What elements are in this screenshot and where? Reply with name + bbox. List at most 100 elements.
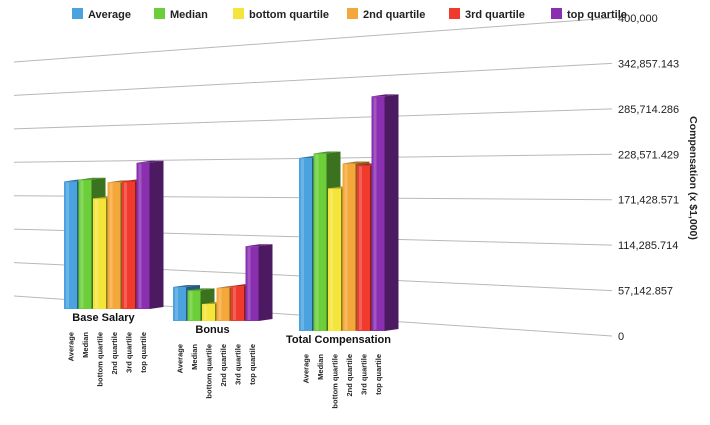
bar-series-label: 3rd quartile (234, 344, 243, 385)
legend-item: bottom quartile (233, 8, 329, 21)
bar-series-label: bottom quartile (96, 332, 105, 387)
bar-highlight (204, 305, 207, 320)
bar-front (216, 287, 230, 321)
legend-label: bottom quartile (249, 9, 329, 21)
bar-series-label: Average (67, 332, 76, 361)
bar-side (258, 244, 273, 321)
bar-series-label: top quartile (139, 332, 148, 373)
legend-swatch (347, 8, 358, 19)
bar-front (202, 304, 215, 321)
bar-top (78, 177, 106, 180)
bar-highlight (218, 288, 222, 320)
bars (64, 94, 399, 332)
bar-series-label: 2nd quartile (110, 332, 119, 375)
bar-top (313, 151, 341, 154)
bar-front (173, 287, 186, 321)
bar-series-label: Median (81, 332, 90, 358)
legend-swatch (449, 8, 460, 19)
legend-item: Median (154, 8, 208, 21)
bar-highlight (189, 291, 193, 320)
gridline (13, 108, 613, 130)
bar-side (384, 94, 399, 332)
bar-highlight (95, 199, 98, 308)
bar-top (187, 288, 215, 291)
y-tick-label: 285,714.286 (618, 104, 679, 116)
legend-label: Median (170, 9, 208, 21)
legend-label: 2nd quartile (363, 9, 425, 21)
bar-side (149, 160, 164, 309)
bar-front (245, 246, 259, 321)
legend-label: Average (88, 9, 131, 21)
bar-highlight (301, 159, 304, 330)
bar-series-label: Average (176, 344, 185, 373)
legend-item: 3rd quartile (449, 8, 525, 21)
legend-label: top quartile (567, 9, 627, 21)
bar-top (371, 94, 399, 97)
y-axis-ticks: 0 57,142.857 114,285.714 171,428.571 228,571… (618, 13, 679, 343)
bar-series-label: top quartile (248, 344, 257, 385)
bar-series-label: Median (316, 354, 325, 380)
legend-swatch (154, 8, 165, 19)
bar-highlight (175, 288, 178, 320)
legend-item: 2nd quartile (347, 8, 425, 21)
y-axis-title: Compensation (x $1,000) (687, 116, 699, 240)
bar-series-label: bottom quartile (205, 344, 214, 399)
legend-item: Average (72, 8, 131, 21)
bar-highlight (66, 182, 69, 308)
bar-series-label: 3rd quartile (125, 332, 134, 373)
category-labels: Average Median bottom quartile 2nd quartile… (67, 312, 392, 409)
bar-series-label: 3rd quartile (360, 354, 369, 395)
bar-highlight (138, 163, 142, 308)
bar-top (342, 161, 370, 164)
legend: Average Median bottom quartile 2nd quartile… (72, 8, 627, 21)
bar-front (231, 286, 244, 321)
bar-top-quartile (245, 244, 273, 321)
bar-highlight (344, 164, 348, 330)
legend-swatch (233, 8, 244, 19)
bar-series-label: Median (190, 344, 199, 370)
category-label: Bonus (195, 324, 229, 336)
bar-series-label: bottom quartile (331, 354, 340, 409)
bar-front (342, 163, 356, 331)
bar-front (371, 96, 385, 332)
bar-front (299, 158, 312, 331)
legend-swatch (72, 8, 83, 19)
y-tick-label: 0 (618, 331, 624, 343)
bar-top (136, 160, 164, 163)
legend-swatch (551, 8, 562, 19)
y-tick-label: 57,142.857 (618, 286, 673, 298)
y-tick-label: 400,000 (618, 13, 658, 25)
legend-item: top quartile (551, 8, 627, 21)
bar-front (357, 165, 370, 331)
bar-front (64, 181, 77, 309)
bar-highlight (373, 97, 377, 331)
y-tick-label: 342,857.143 (618, 58, 679, 70)
bar-series-label: 2nd quartile (345, 354, 354, 397)
bar-series-label: top quartile (374, 354, 383, 395)
bar-highlight (124, 182, 127, 308)
gridline (13, 17, 613, 63)
bar-front (313, 153, 327, 331)
bar-series-label: Average (302, 354, 311, 383)
category-label: Base Salary (72, 312, 135, 324)
bar-top-quartile (136, 160, 164, 309)
bar-front (107, 182, 121, 309)
bar-front (136, 162, 150, 309)
bar-highlight (109, 183, 113, 308)
y-tick-label: 228,571.429 (618, 149, 679, 161)
bar-highlight (330, 189, 333, 330)
bar-front (328, 188, 341, 331)
bar-front (93, 198, 106, 309)
y-tick-label: 114,285.714 (618, 240, 678, 252)
bar-highlight (247, 247, 251, 320)
bar-highlight (80, 180, 84, 308)
bar-top (173, 285, 200, 287)
bar-highlight (359, 166, 362, 330)
legend-label: 3rd quartile (465, 9, 525, 21)
y-tick-label: 171,428.571 (618, 195, 679, 207)
bar-highlight (233, 287, 236, 320)
bar-top-quartile (371, 94, 399, 332)
bar-highlight (315, 154, 319, 330)
